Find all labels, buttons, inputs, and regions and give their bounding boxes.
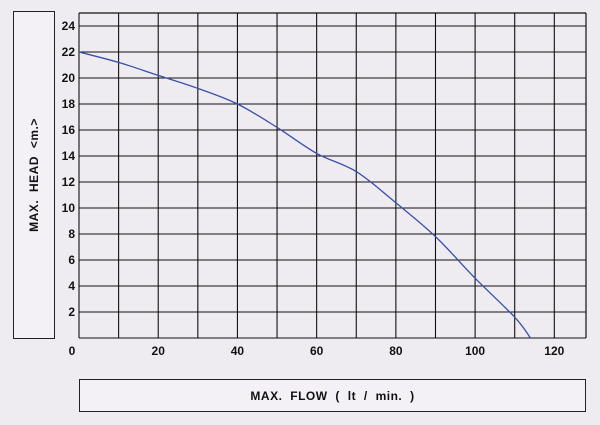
y-tick-label: 6: [68, 253, 75, 267]
y-tick-label: 20: [62, 71, 76, 85]
y-tick-label: 16: [62, 123, 76, 137]
x-tick-label: 40: [231, 344, 245, 358]
grid: [78, 12, 587, 339]
y-tick-label: 22: [62, 45, 76, 59]
x-tick-label: 20: [152, 344, 166, 358]
x-tick-label: 80: [389, 344, 403, 358]
y-tick-label: 8: [68, 227, 75, 241]
y-tick-label: 2: [68, 305, 75, 319]
y-tick-label: 24: [62, 19, 76, 33]
series-line: [78, 51, 532, 339]
x-tick-label: 100: [465, 344, 485, 358]
x-axis-label: MAX. FLOW ( lt / min. ): [250, 388, 415, 403]
x-axis-label-box: MAX. FLOW ( lt / min. ): [79, 379, 586, 412]
x-tick-label: 120: [544, 344, 564, 358]
y-tick-label: 4: [68, 279, 75, 293]
x-tick-label: 0: [69, 344, 76, 358]
y-tick-label: 14: [62, 149, 76, 163]
y-tick-label: 10: [62, 201, 76, 215]
y-tick-label: 12: [62, 175, 76, 189]
y-axis-label-box: MAX. HEAD <m.>: [13, 11, 55, 339]
y-tick-label: 18: [62, 97, 76, 111]
x-tick-label: 60: [310, 344, 324, 358]
